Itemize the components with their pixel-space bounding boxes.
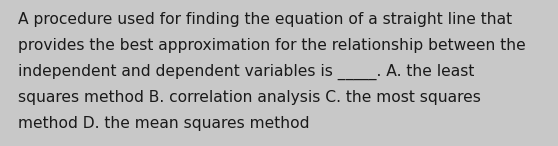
- Text: independent and dependent variables is _____. A. the least: independent and dependent variables is _…: [18, 64, 474, 80]
- Text: squares method B. correlation analysis C. the most squares: squares method B. correlation analysis C…: [18, 90, 481, 105]
- Text: A procedure used for finding the equation of a straight line that: A procedure used for finding the equatio…: [18, 12, 512, 27]
- Text: provides the best approximation for the relationship between the: provides the best approximation for the …: [18, 38, 526, 53]
- Text: method D. the mean squares method: method D. the mean squares method: [18, 116, 310, 131]
